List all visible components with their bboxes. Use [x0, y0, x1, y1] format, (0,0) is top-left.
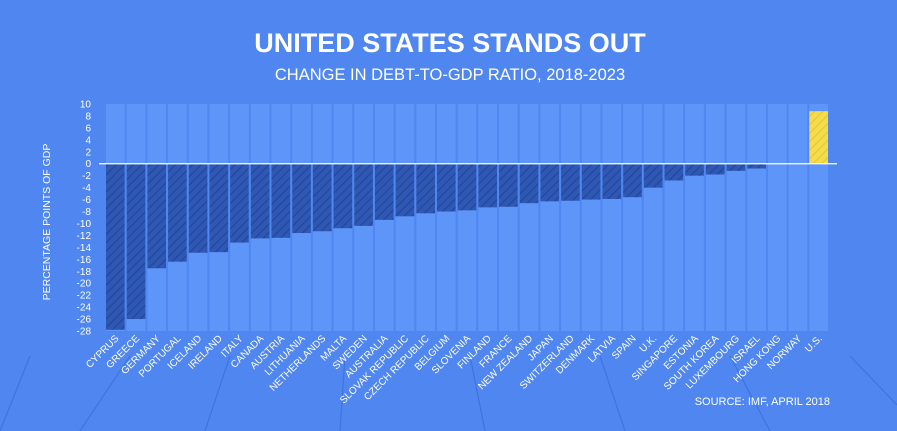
- y-tick-label: -12: [77, 231, 92, 242]
- floor-line: [339, 355, 346, 431]
- column-background: [540, 104, 560, 331]
- floor-line: [599, 355, 626, 431]
- y-ticks: 1086420-2-4-6-8-10-12-14-16-18-20-22-24-…: [77, 100, 92, 338]
- bar-france: [499, 163, 518, 207]
- bar-u-k: [643, 163, 663, 188]
- bar-malta: [333, 163, 353, 229]
- y-tick-label: -20: [77, 279, 92, 290]
- bar-germany: [147, 163, 167, 269]
- y-tick-label: 4: [85, 135, 91, 146]
- bar-cyprus: [106, 163, 125, 330]
- bar-czech-republic: [416, 163, 435, 214]
- bar-canada: [250, 163, 270, 239]
- y-tick-label: 10: [80, 100, 92, 111]
- y-tick-label: -18: [77, 267, 92, 278]
- x-tick-label: U.S.: [803, 333, 825, 355]
- bar-italy: [230, 163, 249, 243]
- column-background: [788, 104, 808, 331]
- bar-japan: [540, 163, 560, 202]
- column-background: [705, 104, 725, 331]
- column-background: [726, 104, 746, 331]
- column-background: [416, 104, 435, 331]
- column-background: [747, 104, 766, 331]
- bar-belgium: [436, 163, 456, 212]
- chart-title: UNITED STATES STANDS OUT: [254, 28, 646, 58]
- column-background: [685, 104, 704, 331]
- column-background: [499, 104, 518, 331]
- bar-slovenia: [457, 163, 477, 211]
- bar-netherlands: [312, 163, 332, 232]
- bar-estonia: [685, 163, 704, 176]
- bar-luxembourg: [726, 163, 746, 171]
- y-tick-label: -14: [77, 243, 92, 254]
- bar-spain: [623, 163, 642, 198]
- floor-line: [469, 355, 486, 431]
- bar-slovak-republic: [395, 163, 415, 217]
- y-tick-label: 8: [85, 111, 91, 122]
- floor-line: [204, 355, 231, 431]
- column-background: [767, 104, 787, 331]
- column-background: [602, 104, 622, 331]
- x-tick-labels: CYPRUSGREECEGERMANYPORTUGALICELANDIRELAN…: [84, 333, 825, 406]
- floor-line: [0, 355, 31, 431]
- y-tick-label: -2: [82, 171, 91, 182]
- bar-u-s: [809, 111, 828, 164]
- y-tick-label: -26: [77, 315, 92, 326]
- bar-south-korea: [705, 163, 725, 175]
- bar-israel: [747, 163, 766, 169]
- y-tick-label: 6: [85, 123, 91, 134]
- column-background: [664, 104, 684, 331]
- bar-switzerland: [561, 163, 580, 201]
- source-note: SOURCE: IMF, APRIL 2018: [695, 396, 830, 408]
- y-tick-label: -22: [77, 291, 92, 302]
- bar-lithuania: [292, 163, 311, 234]
- y-tick-label: -10: [77, 219, 92, 230]
- bar-new-zealand: [519, 163, 539, 204]
- chart-subtitle: CHANGE IN DEBT-TO-GDP RATIO, 2018-2023: [275, 66, 625, 84]
- bars: [106, 111, 828, 330]
- column-background: [519, 104, 539, 331]
- y-tick-label: -24: [77, 303, 92, 314]
- bar-greece: [126, 163, 146, 320]
- bar-ireland: [209, 163, 229, 253]
- y-tick-label: 0: [85, 159, 91, 170]
- floor-line: [729, 355, 771, 431]
- y-axis-label: PERCENTAGE POINTS OF GDP: [41, 144, 53, 301]
- y-tick-label: -6: [82, 195, 91, 206]
- y-tick-label: 2: [85, 147, 91, 158]
- bar-finland: [478, 163, 498, 208]
- column-background: [436, 104, 456, 331]
- y-tick-label: -8: [82, 207, 91, 218]
- bar-portugal: [168, 163, 187, 262]
- floor-line: [79, 355, 131, 431]
- bar-austria: [271, 163, 291, 238]
- bar-sweden: [354, 163, 373, 226]
- column-background: [457, 104, 477, 331]
- y-tick-label: -28: [77, 327, 92, 338]
- y-tick-label: -16: [77, 255, 92, 266]
- floor-line: [849, 355, 897, 406]
- bar-denmark: [581, 163, 601, 200]
- column-background: [561, 104, 580, 331]
- column-background: [478, 104, 498, 331]
- bar-iceland: [188, 163, 208, 253]
- bar-australia: [374, 163, 394, 220]
- column-background: [581, 104, 601, 331]
- column-background: [395, 104, 415, 331]
- floor-decoration: [0, 355, 897, 431]
- y-tick-label: -4: [82, 183, 91, 194]
- column-background: [643, 104, 663, 331]
- bar-latvia: [602, 163, 622, 199]
- bar-singapore: [664, 163, 684, 181]
- column-background: [623, 104, 642, 331]
